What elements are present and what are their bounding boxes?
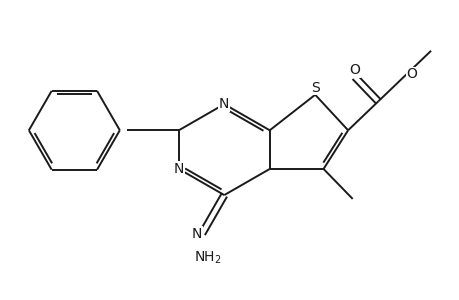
Text: N: N: [191, 226, 202, 241]
Text: S: S: [310, 81, 319, 95]
Text: N: N: [174, 162, 184, 176]
Text: O: O: [348, 63, 359, 77]
Text: NH$_2$: NH$_2$: [193, 249, 221, 266]
Text: O: O: [406, 67, 417, 81]
Text: N: N: [218, 97, 229, 111]
